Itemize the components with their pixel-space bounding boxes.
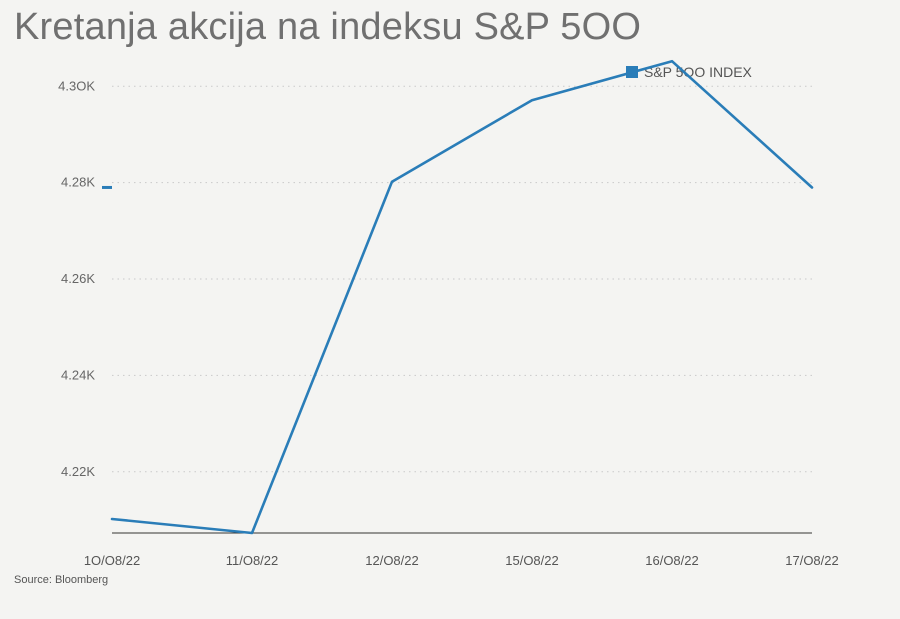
y-tick-label: 4.28K [61, 175, 95, 190]
y-tick-label: 4.3OK [58, 78, 95, 93]
x-tick-label: 11/O8/22 [226, 553, 279, 568]
legend-label: S&P 5OO INDEX [644, 64, 752, 80]
data-point [250, 531, 254, 535]
x-tick-label: 12/O8/22 [365, 553, 419, 568]
data-point [110, 517, 114, 521]
y-tick-label: 4.22K [61, 464, 95, 479]
source-note: Source: Bloomberg [14, 574, 109, 586]
x-tick-label: 16/O8/22 [645, 553, 699, 568]
x-tick-label: 1O/O8/22 [84, 553, 140, 568]
data-point [390, 180, 394, 184]
data-point [530, 98, 534, 102]
series-line [110, 59, 814, 535]
y-tick-label: 4.26K [61, 271, 95, 286]
y-tick-label: 4.24K [61, 367, 95, 382]
data-point [670, 59, 674, 63]
x-tick-label: 17/O8/22 [785, 553, 839, 568]
x-tick-label: 15/O8/22 [505, 553, 559, 568]
data-point [810, 185, 814, 189]
chart-title: Kretanja akcija na indeksu S&P 5OO [14, 6, 642, 48]
